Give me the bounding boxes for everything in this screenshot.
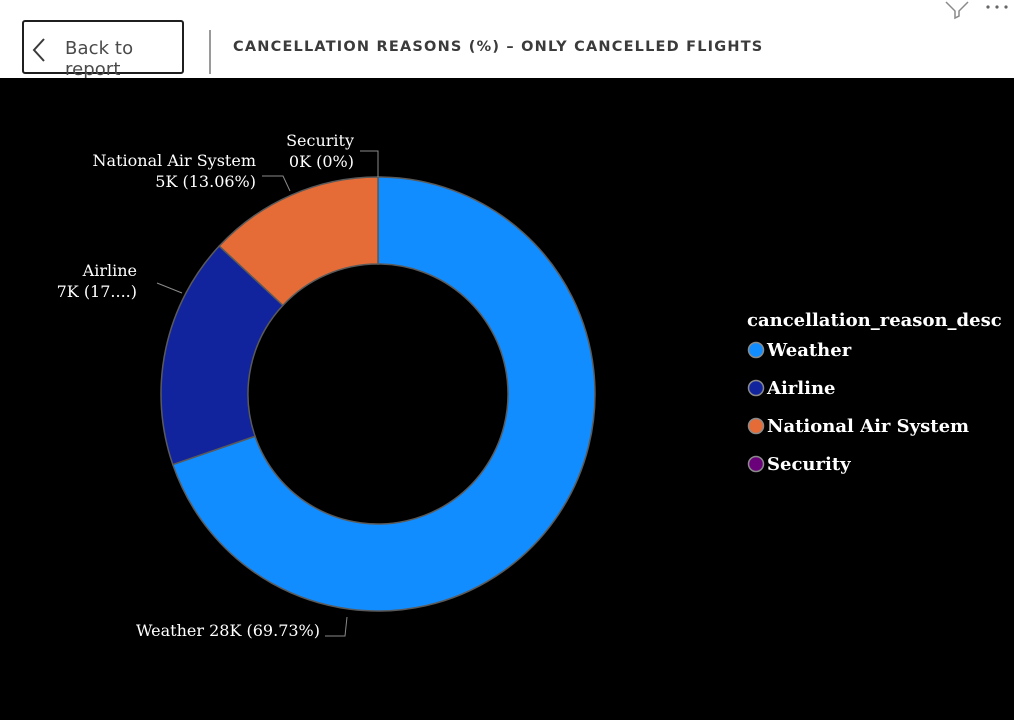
legend-item-security[interactable]: Security (747, 454, 852, 475)
legend-marker-airline (747, 379, 765, 397)
page-title: CANCELLATION REASONS (%) – ONLY CANCELLE… (233, 39, 764, 55)
legend-label-security: Security (767, 454, 851, 475)
legend-label-weather: Weather (766, 340, 852, 361)
data-label-airline: Airline (82, 261, 137, 280)
data-label-national-air-system-value: 5K (13.06%) (155, 172, 256, 191)
more-options-icon[interactable] (985, 0, 1013, 14)
back-to-report-button[interactable]: Back to report (22, 20, 184, 80)
data-label-weather: Weather 28K (69.73%) (136, 621, 320, 640)
legend-item-weather[interactable]: Weather (747, 340, 852, 361)
donut-chart: Weather 28K (69.73%) Airline 7K (17....) Na… (57, 131, 1002, 640)
slice-national-air-system[interactable] (218, 176, 379, 307)
legend-marker-security (747, 455, 765, 473)
data-label-airline-value: 7K (17....) (57, 282, 137, 301)
data-label-security: Security (286, 131, 354, 150)
slice-airline[interactable] (160, 244, 284, 466)
top-bar: Back to report CANCELLATION REASONS (%) … (0, 0, 1018, 80)
legend-label-national-air-system: National Air System (767, 416, 969, 437)
legend-item-airline[interactable]: Airline (747, 378, 836, 399)
back-button-label: Back to report (65, 38, 134, 80)
filter-icon[interactable] (944, 0, 970, 20)
leader-line-security (360, 150, 379, 177)
legend-item-national-air-system[interactable]: National Air System (747, 416, 970, 437)
chart-canvas: Weather 28K (69.73%) Airline 7K (17....) Na… (0, 78, 1014, 720)
legend-title: cancellation_reason_desc (747, 310, 1002, 331)
slice-weather[interactable] (171, 176, 596, 612)
legend-marker-national-air-system (747, 417, 765, 435)
leader-line-weather (325, 616, 348, 637)
legend-marker-weather (747, 341, 765, 359)
data-label-security-value: 0K (0%) (289, 152, 354, 171)
leader-line-national-air-system (262, 175, 291, 192)
legend-label-airline: Airline (766, 378, 836, 399)
data-label-national-air-system: National Air System (93, 151, 256, 170)
header-divider (209, 30, 211, 74)
leader-line-airline (156, 282, 183, 294)
chevron-left-icon (32, 38, 45, 62)
